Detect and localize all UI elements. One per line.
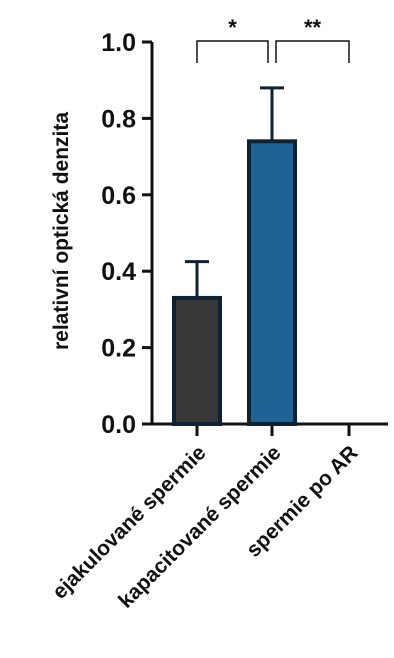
x-tick-label: ejakulované spermie [48,441,210,603]
bar [247,139,297,426]
y-tick-label: 1.0 [101,29,136,57]
y-tick-label: 0.8 [101,105,136,133]
significance-bracket [196,40,269,63]
y-tick-label: 0.4 [101,258,136,286]
significance-label: ** [304,15,322,40]
bar [172,295,222,426]
y-axis-label: relativní optická denzita [50,112,73,350]
significance-brackets: * ** [196,15,350,63]
y-tick-label: 0.2 [101,335,136,363]
significance-label: * [228,15,237,40]
significance-bracket [275,40,350,63]
y-axis: 0.0 0.2 0.4 0.6 0.8 1.0 [101,29,154,439]
bars [172,139,297,426]
y-tick-label: 0.0 [101,411,136,439]
y-tick-label: 0.6 [101,182,136,210]
error-bars [185,86,284,298]
